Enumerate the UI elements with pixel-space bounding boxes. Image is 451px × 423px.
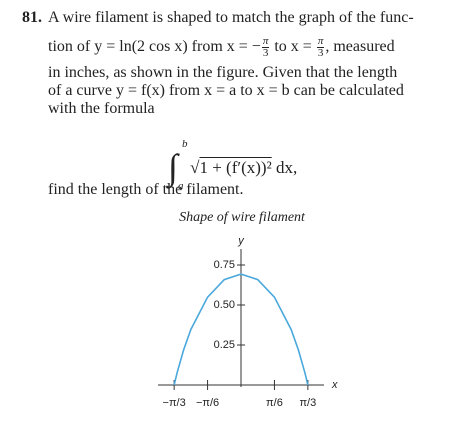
text-line: with the formula [48,100,155,118]
text-line: tion of y = ln(2 cos x) from x = − π 3 to … [48,36,395,59]
denominator: 3 [262,47,269,59]
lower-limit: a [178,180,184,192]
text-segment: to x = [270,38,316,56]
y-tick-label: 0.50 [214,299,235,311]
problem-number: 81. [22,9,42,26]
text-segment: in inches, as shown in the figure. Given… [48,64,398,81]
text-line: in inches, as shown in the figure. Given… [48,64,397,82]
text-line: of a curve y = f(x) from x = a to x = b … [48,82,404,100]
x-tick-label: −π/6 [196,397,219,409]
x-axis-label: x [331,379,338,391]
y-axis-label: y [237,235,245,247]
upper-limit: b [182,138,188,150]
figure-caption: Shape of wire filament [179,210,306,225]
x-tick-label: π/3 [299,397,316,409]
x-tick-label: π/6 [266,397,283,409]
integrand: 1 + (f′(x))² [199,158,272,177]
integral-sign: ∫ [168,147,178,187]
differential: dx, [271,158,298,177]
text-segment: A wire filament is shaped to match the g… [48,9,414,26]
numerator: π [316,35,325,48]
y-tick-label: 0.75 [214,259,235,271]
x-tick-label: −π/3 [163,397,186,409]
numerator: π [261,35,270,48]
text-segment: with the formula [48,100,155,117]
formula: ∫ b a √1 + (f′(x))² dx, [168,138,298,192]
text-segment: of a curve y = f(x) from x = a to x = b … [48,82,404,99]
text-line: A wire filament is shaped to match the g… [48,9,414,27]
denominator: 3 [317,47,324,59]
curve [173,273,309,386]
text-segment: , measured [325,38,395,56]
text-segment: tion of y = ln(2 cos x) from x = − [48,38,261,56]
closing-text: find the length of the filament. [48,181,244,198]
root-sign: √ [190,158,200,177]
y-tick-label: 0.25 [214,339,235,351]
